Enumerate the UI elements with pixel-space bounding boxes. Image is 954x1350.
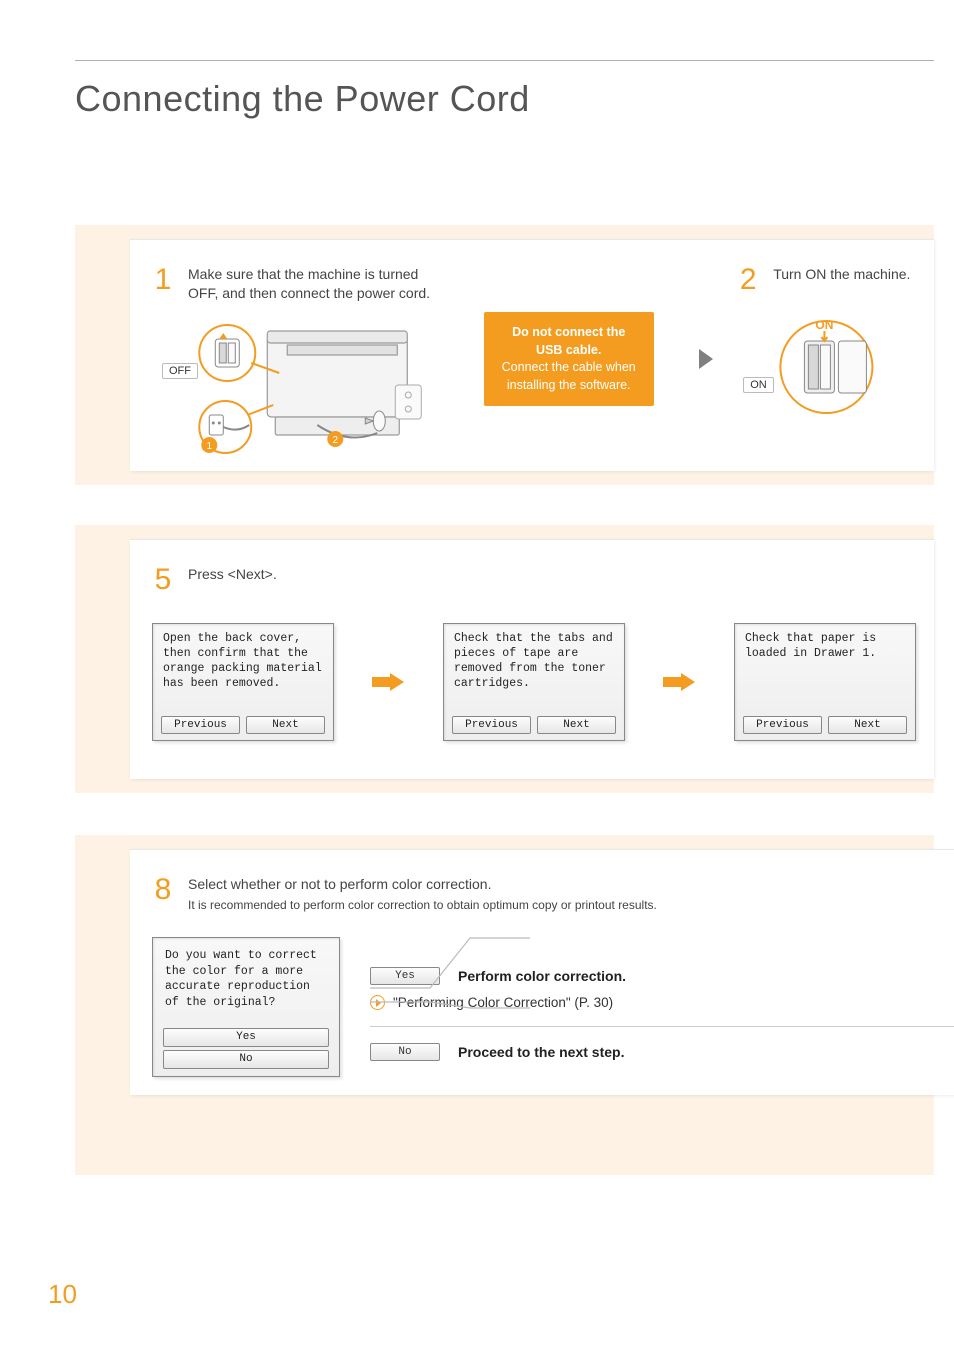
result-column: Yes Perform color correction. "Performin… — [370, 937, 954, 1061]
step-5-number: 5 — [152, 565, 174, 595]
lcd-3-prev-button[interactable]: Previous — [743, 716, 822, 734]
step-8-text: Select whether or not to perform color c… — [188, 875, 657, 894]
lcd-color-screen: Do you want to correct the color for a m… — [152, 937, 340, 1077]
printer-diagram: 1 2 OFF — [152, 315, 443, 460]
top-rule — [75, 60, 934, 61]
on-mark-text: ON — [816, 318, 834, 332]
off-label: OFF — [162, 363, 198, 379]
lcd-1-next-button[interactable]: Next — [246, 716, 325, 734]
lcd-color-body: Do you want to correct the color for a m… — [165, 948, 327, 1010]
page-title: Connecting the Power Cord — [75, 78, 530, 120]
proceed-arrow-icon — [699, 349, 713, 369]
step-2-number: 2 — [737, 265, 759, 295]
reference-icon — [370, 995, 385, 1010]
lcd-screen-3: Check that paper is loaded in Drawer 1. … — [734, 623, 916, 741]
on-label: ON — [743, 377, 774, 393]
yes-pill: Yes — [370, 967, 440, 985]
step-1-text: Make sure that the machine is turned OFF… — [188, 265, 443, 303]
usb-warning-rest: Connect the cable when installing the so… — [498, 359, 640, 394]
lcd-2-prev-button[interactable]: Previous — [452, 716, 531, 734]
badge-2: 2 — [332, 435, 338, 446]
printer-illustration: 1 2 — [152, 315, 443, 455]
lcd-no-button[interactable]: No — [163, 1050, 329, 1069]
yes-result-label: Perform color correction. — [458, 968, 626, 984]
step-1-number: 1 — [152, 265, 174, 295]
usb-warning-bold: Do not connect the USB cable. — [498, 324, 640, 359]
usb-warning-box: Do not connect the USB cable. Connect th… — [484, 312, 654, 406]
lcd-screen-2: Check that the tabs and pieces of tape a… — [443, 623, 625, 741]
step-8-subtext: It is recommended to perform color corre… — [188, 897, 657, 913]
no-result-label: Proceed to the next step. — [458, 1044, 624, 1060]
divider — [370, 1026, 954, 1027]
lcd-3-body: Check that paper is loaded in Drawer 1. — [745, 632, 905, 662]
section-press-next: 5 Press <Next>. Open the back cover, the… — [75, 525, 934, 793]
lcd-screen-1: Open the back cover, then confirm that t… — [152, 623, 334, 741]
step-2-text: Turn ON the machine. — [773, 265, 910, 284]
switch-illustration: ON — [737, 307, 916, 427]
power-on-diagram: ON ON — [737, 307, 916, 453]
lcd-screens-row: Open the back cover, then confirm that t… — [152, 623, 916, 741]
section-color-correction: 8 Select whether or not to perform color… — [75, 835, 934, 1175]
lcd-1-prev-button[interactable]: Previous — [161, 716, 240, 734]
reference-text: "Performing Color Correction" (P. 30) — [393, 995, 613, 1010]
lcd-yes-button[interactable]: Yes — [163, 1028, 329, 1047]
section-power-cord: 1 Make sure that the machine is turned O… — [75, 225, 934, 485]
lcd-3-next-button[interactable]: Next — [828, 716, 907, 734]
arrow-icon — [663, 673, 697, 691]
lcd-1-body: Open the back cover, then confirm that t… — [163, 632, 323, 692]
arrow-icon — [372, 673, 406, 691]
badge-1: 1 — [206, 441, 212, 452]
step-8-number: 8 — [152, 875, 174, 905]
step-5-text: Press <Next>. — [188, 565, 277, 584]
lcd-2-next-button[interactable]: Next — [537, 716, 616, 734]
lcd-2-body: Check that the tabs and pieces of tape a… — [454, 632, 614, 692]
no-pill: No — [370, 1043, 440, 1061]
page-number: 10 — [48, 1279, 77, 1310]
